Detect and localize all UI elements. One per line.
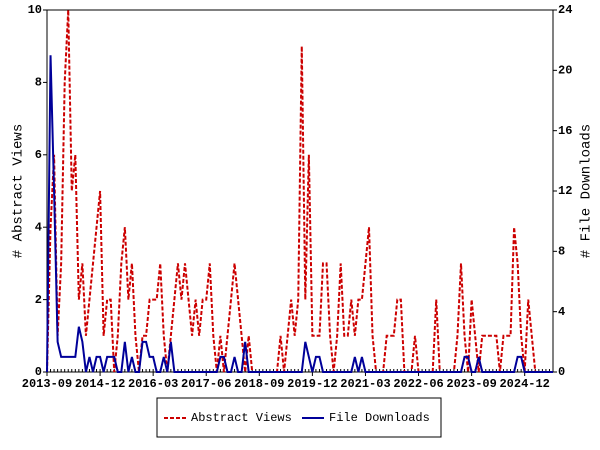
y-tick-label: 6 [35, 148, 42, 162]
y-tick-label: 0 [35, 365, 42, 379]
y2-tick-label: 0 [558, 365, 565, 379]
y2-tick-label: 16 [558, 124, 572, 138]
y2-tick-label: 4 [558, 305, 565, 319]
x-tick-label: 2024-12 [499, 377, 549, 391]
x-tick-label: 2014-12 [75, 377, 125, 391]
x-tick-label: 2022-06 [393, 377, 443, 391]
x-tick-label: 2019-12 [287, 377, 337, 391]
legend-box [156, 397, 442, 438]
series-line [46, 55, 553, 373]
y2-axis-label: # File Downloads [579, 124, 595, 258]
y-tick-label: 10 [28, 3, 42, 17]
y2-tick-label: 24 [558, 3, 572, 17]
y-tick-label: 8 [35, 76, 42, 90]
x-tick-label: 2016-03 [128, 377, 178, 391]
y-axis-label: # Abstract Views [11, 124, 27, 258]
y-tick-label: 4 [35, 220, 42, 234]
y2-tick-label: 20 [558, 64, 572, 78]
x-tick-label: 2021-03 [340, 377, 390, 391]
legend-label: File Downloads [329, 411, 430, 425]
series-line [46, 9, 553, 373]
y2-tick-label: 8 [558, 245, 565, 259]
legend-label: Abstract Views [191, 411, 292, 425]
y2-tick-label: 12 [558, 184, 572, 198]
x-tick-label: 2013-09 [22, 377, 72, 391]
x-tick-label: 2017-06 [181, 377, 231, 391]
x-tick-label: 2023-09 [446, 377, 496, 391]
y-tick-label: 2 [35, 293, 42, 307]
x-tick-label: 2018-09 [234, 377, 284, 391]
